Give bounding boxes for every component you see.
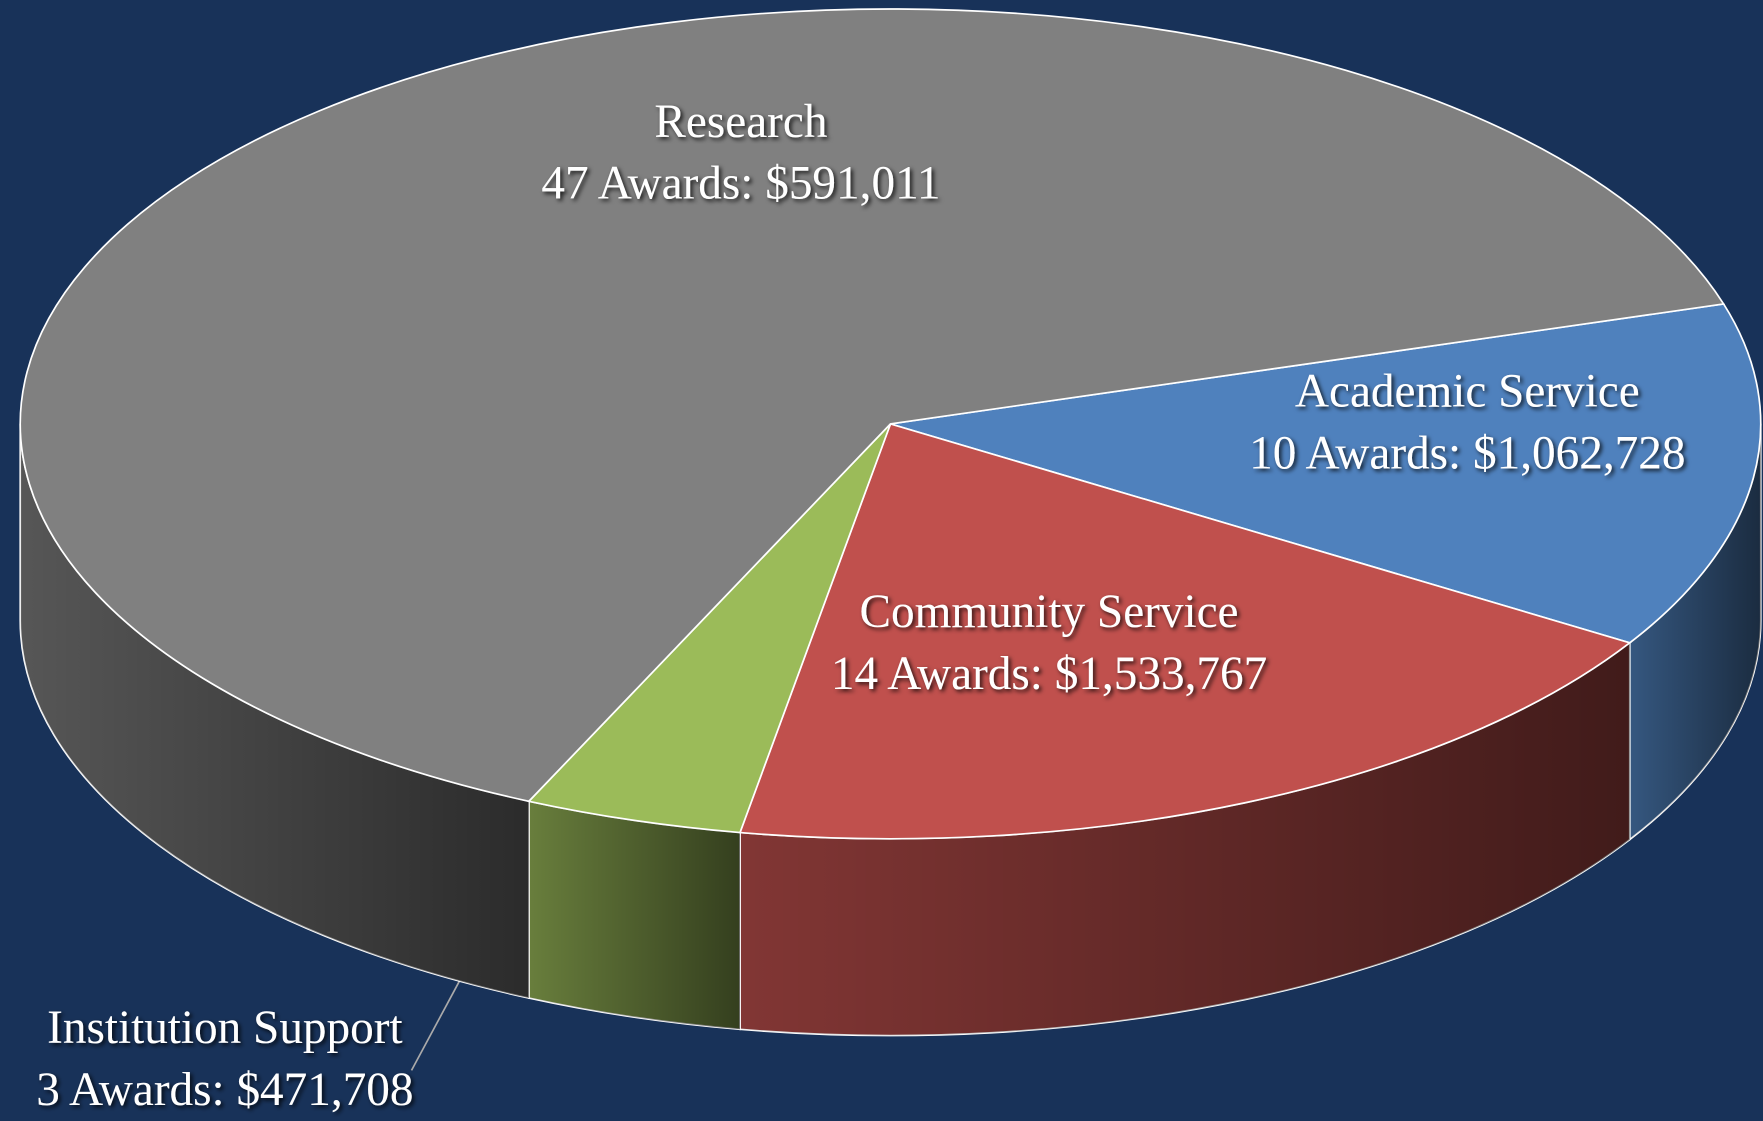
slice-value-label: 3 Awards: $471,708	[36, 1064, 413, 1116]
slice-label: Academic Service	[1295, 366, 1640, 418]
slice-side-shade	[740, 642, 1630, 1036]
slice-side-shade	[20, 423, 529, 999]
slice	[19, 8, 1726, 803]
slice-value-label: 10 Awards: $1,062,728	[1249, 427, 1685, 479]
slice	[738, 422, 1632, 840]
slice	[527, 423, 892, 834]
leader-line	[410, 977, 462, 1071]
slice-value-label: 47 Awards: $591,011	[541, 158, 940, 210]
slice-label: Research	[654, 96, 827, 148]
slice-value-label: 14 Awards: $1,533,767	[831, 648, 1267, 700]
slice-side-shade	[1629, 423, 1761, 840]
slice-label: Community Service	[860, 586, 1239, 638]
slice	[890, 303, 1762, 644]
slice-side-shade	[528, 801, 741, 1030]
slice-label: Institution Support	[47, 1002, 402, 1054]
